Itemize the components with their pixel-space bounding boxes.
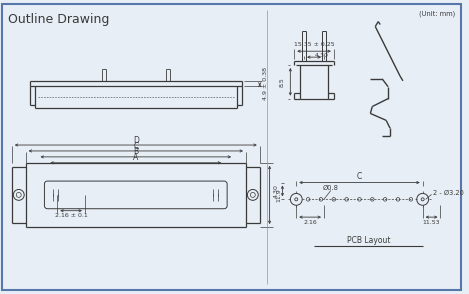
Text: 11.53: 11.53 bbox=[423, 220, 440, 225]
Text: PCB Layout: PCB Layout bbox=[347, 236, 390, 245]
Text: 11.9: 11.9 bbox=[277, 188, 281, 202]
Text: 2.16: 2.16 bbox=[303, 220, 317, 225]
Text: 4.30: 4.30 bbox=[315, 53, 329, 58]
Text: A: A bbox=[133, 153, 138, 162]
Text: C: C bbox=[357, 172, 362, 181]
Text: 15.35 ± 0.25: 15.35 ± 0.25 bbox=[294, 42, 334, 47]
Text: 4.9 ± 0.38: 4.9 ± 0.38 bbox=[263, 67, 268, 100]
Text: (Unit: mm): (Unit: mm) bbox=[419, 11, 455, 17]
Text: B: B bbox=[133, 147, 138, 156]
Text: Ø0.8: Ø0.8 bbox=[323, 185, 339, 191]
Text: 2.16 ± 0.1: 2.16 ± 0.1 bbox=[55, 213, 88, 218]
Text: C: C bbox=[133, 141, 138, 151]
Text: 4.30: 4.30 bbox=[274, 184, 279, 198]
Text: D: D bbox=[133, 136, 139, 145]
Text: 2 - Ø3.20: 2 - Ø3.20 bbox=[432, 189, 463, 196]
Text: Outline Drawing: Outline Drawing bbox=[8, 13, 109, 26]
Text: 8.5: 8.5 bbox=[280, 77, 285, 87]
